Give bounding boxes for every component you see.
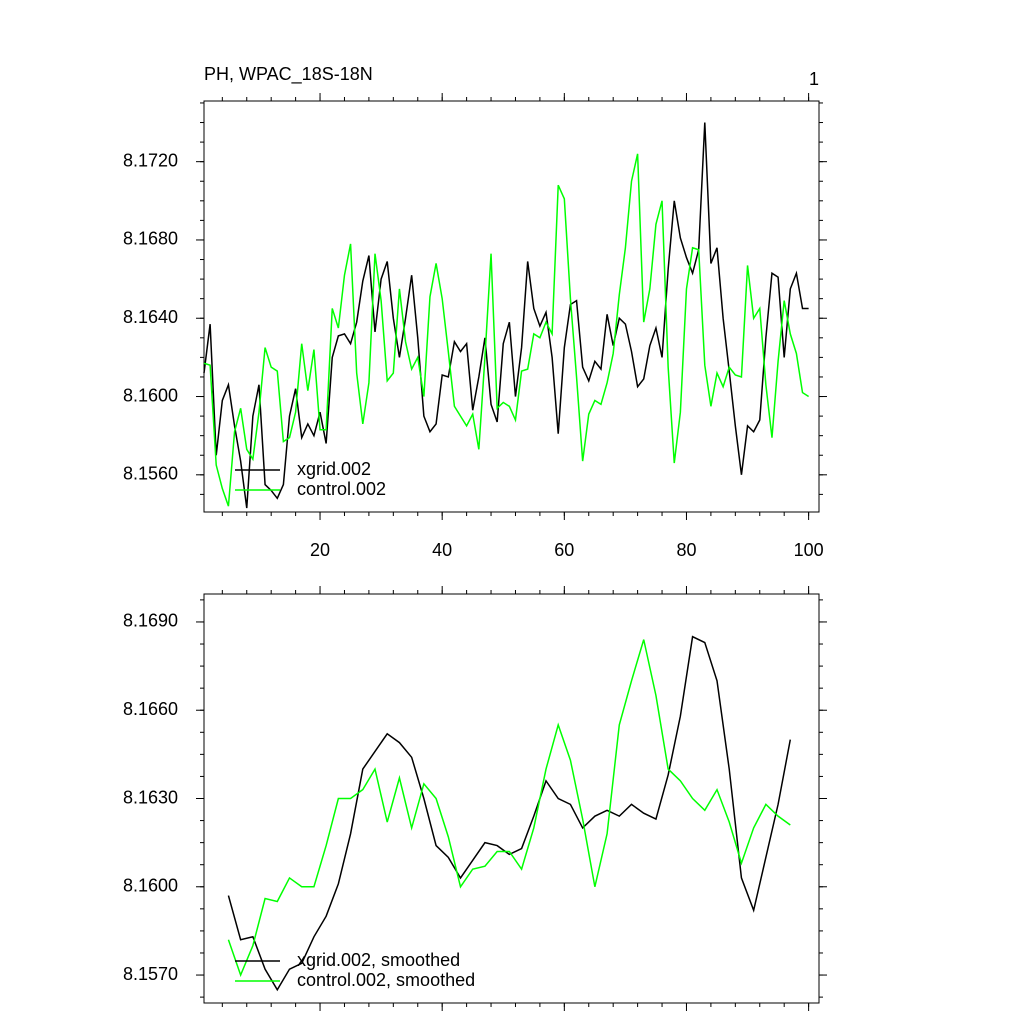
legend-label: control.002, smoothed bbox=[297, 970, 475, 990]
series-line bbox=[203, 122, 809, 509]
y-tick-label: 8.1600 bbox=[123, 876, 178, 896]
plot-frame bbox=[203, 100, 820, 513]
right-title: 1 bbox=[809, 69, 819, 89]
x-tick-label: 40 bbox=[432, 540, 452, 560]
series-line bbox=[227, 639, 791, 978]
y-tick-label: 8.1570 bbox=[123, 964, 178, 984]
y-tick-label: 8.1680 bbox=[123, 229, 178, 249]
y-tick-label: 8.1600 bbox=[123, 385, 178, 405]
legend-label: xgrid.002 bbox=[297, 459, 371, 479]
legend-label: xgrid.002, smoothed bbox=[297, 950, 460, 970]
x-tick-label: 80 bbox=[676, 540, 696, 560]
y-tick-label: 8.1690 bbox=[123, 611, 178, 631]
x-tick-label: 60 bbox=[554, 540, 574, 560]
x-tick-label: 20 bbox=[310, 540, 330, 560]
legend-label: control.002 bbox=[297, 479, 386, 499]
chart-title: PH, WPAC_18S-18N bbox=[204, 64, 373, 85]
plot-frame bbox=[203, 593, 820, 1004]
y-tick-label: 8.1720 bbox=[123, 150, 178, 170]
y-tick-label: 8.1660 bbox=[123, 699, 178, 719]
x-tick-label: 100 bbox=[794, 540, 824, 560]
series-line bbox=[227, 635, 792, 992]
y-tick-label: 8.1560 bbox=[123, 464, 178, 484]
series-line bbox=[203, 153, 810, 507]
y-tick-label: 8.1630 bbox=[123, 787, 178, 807]
y-tick-label: 8.1640 bbox=[123, 307, 178, 327]
